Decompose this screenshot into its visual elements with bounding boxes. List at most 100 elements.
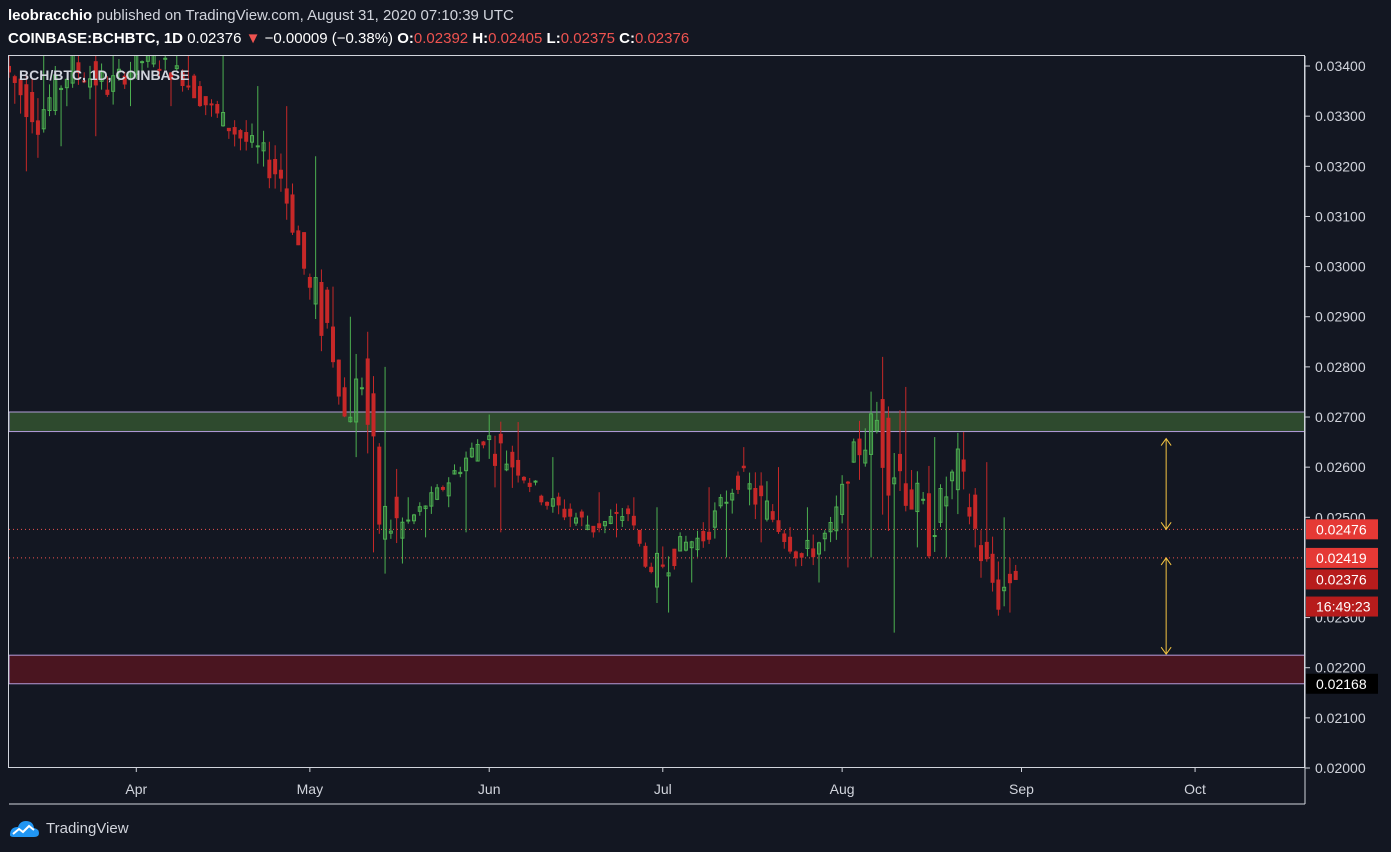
y-tick-label: 0.03400 — [1315, 58, 1366, 74]
candle-body — [574, 517, 578, 524]
candle-body — [487, 435, 492, 441]
candle-body — [18, 78, 23, 96]
chart-pane-border — [8, 55, 1305, 768]
candle-body — [805, 539, 810, 549]
candle-body — [70, 56, 75, 84]
candle-body — [469, 447, 474, 458]
candle-body — [64, 78, 69, 89]
candle-body — [59, 87, 64, 91]
change-value: −0.00009 (−0.38%) — [264, 30, 394, 47]
candle-body — [643, 545, 648, 567]
candle-body — [874, 419, 879, 432]
low-value: 0.02375 — [560, 30, 615, 47]
candle-body — [88, 78, 92, 88]
candle-body — [631, 515, 636, 526]
x-tick-label: Aug — [830, 781, 855, 797]
price-badge-bg — [1306, 596, 1378, 617]
candle-body — [9, 65, 11, 73]
candle-body — [394, 496, 399, 519]
candle-body — [203, 96, 208, 106]
support-zone — [8, 654, 1306, 685]
candle-body — [192, 75, 197, 99]
candle-body — [967, 507, 972, 517]
candle-body — [238, 130, 243, 139]
candle-body — [903, 483, 908, 506]
candle-body — [174, 65, 179, 70]
candle-body — [869, 413, 874, 455]
y-tick-label: 0.02000 — [1315, 760, 1366, 776]
candle-body — [458, 471, 463, 475]
brand[interactable]: TradingView — [8, 818, 129, 838]
candle-body — [128, 70, 133, 81]
candle-body — [209, 103, 214, 106]
arrow-head-end — [1160, 646, 1172, 656]
candle-body — [504, 463, 509, 471]
candle-body — [840, 483, 845, 515]
candle-body — [712, 510, 717, 528]
candle-body — [267, 159, 272, 179]
candle-body — [475, 443, 480, 462]
candle-body — [232, 127, 237, 135]
candle-body — [938, 488, 943, 523]
last-price: 0.02376 — [187, 30, 242, 47]
candle-body — [30, 92, 35, 123]
x-tick-label: Jul — [654, 781, 672, 797]
candle-body — [446, 482, 451, 497]
candle-body — [99, 71, 104, 82]
candle-body — [637, 529, 642, 544]
candle-body — [284, 188, 289, 204]
candle-body — [764, 500, 769, 520]
candle-body — [926, 493, 931, 557]
price-badge-bg — [1306, 519, 1378, 540]
candle-body — [747, 483, 752, 490]
candle-body — [689, 541, 694, 549]
candle-body — [244, 132, 249, 142]
candle-body — [597, 523, 602, 529]
open-value: 0.02392 — [413, 30, 469, 47]
candle-body — [562, 508, 567, 518]
y-tick-label: 0.02800 — [1315, 359, 1366, 375]
candle-body — [35, 120, 40, 135]
candle-body — [163, 57, 168, 60]
candle-body — [793, 551, 798, 559]
candle-body — [955, 448, 960, 491]
candle-body — [782, 533, 787, 543]
candle-body — [423, 505, 428, 510]
candle-body — [892, 477, 897, 485]
candle-body — [666, 572, 671, 577]
candle-body — [111, 75, 116, 92]
candle-body — [979, 545, 983, 562]
candle-body — [93, 61, 98, 86]
candle-body — [550, 498, 555, 507]
ohlc-legend: COINBASE:BCHBTC, 1D 0.02376 ▼ −0.00009 (… — [8, 29, 689, 48]
candle-body — [354, 378, 359, 423]
candle-body — [533, 480, 538, 483]
candle-body — [296, 230, 301, 246]
candle-body — [921, 498, 926, 501]
candle-body — [579, 511, 584, 518]
candle-body — [215, 104, 220, 114]
x-tick-label: Oct — [1184, 781, 1206, 797]
y-tick-label: 0.03000 — [1315, 259, 1366, 275]
candle-body — [186, 85, 191, 88]
candle-body — [400, 521, 405, 539]
candle-body — [331, 326, 335, 363]
author-name[interactable]: leobracchio — [8, 7, 93, 24]
candle-body — [481, 441, 486, 446]
candle-body — [741, 465, 746, 469]
candle-body — [683, 541, 688, 551]
candle-body — [718, 497, 723, 507]
candle-body — [145, 56, 150, 62]
candle-body — [464, 457, 469, 472]
candle-body — [932, 535, 937, 538]
pane-title: BCH/BTC, 1D, COINBASE — [19, 67, 190, 83]
publish-info: leobracchio published on TradingView.com… — [8, 6, 514, 25]
candle-body — [527, 482, 532, 487]
candle-body — [325, 289, 330, 323]
candle-body — [412, 514, 416, 522]
candle-body — [620, 516, 625, 521]
symbol-label: COINBASE:BCHBTC, 1D — [8, 30, 184, 47]
candle-body — [151, 56, 156, 65]
candle-body — [857, 438, 862, 456]
